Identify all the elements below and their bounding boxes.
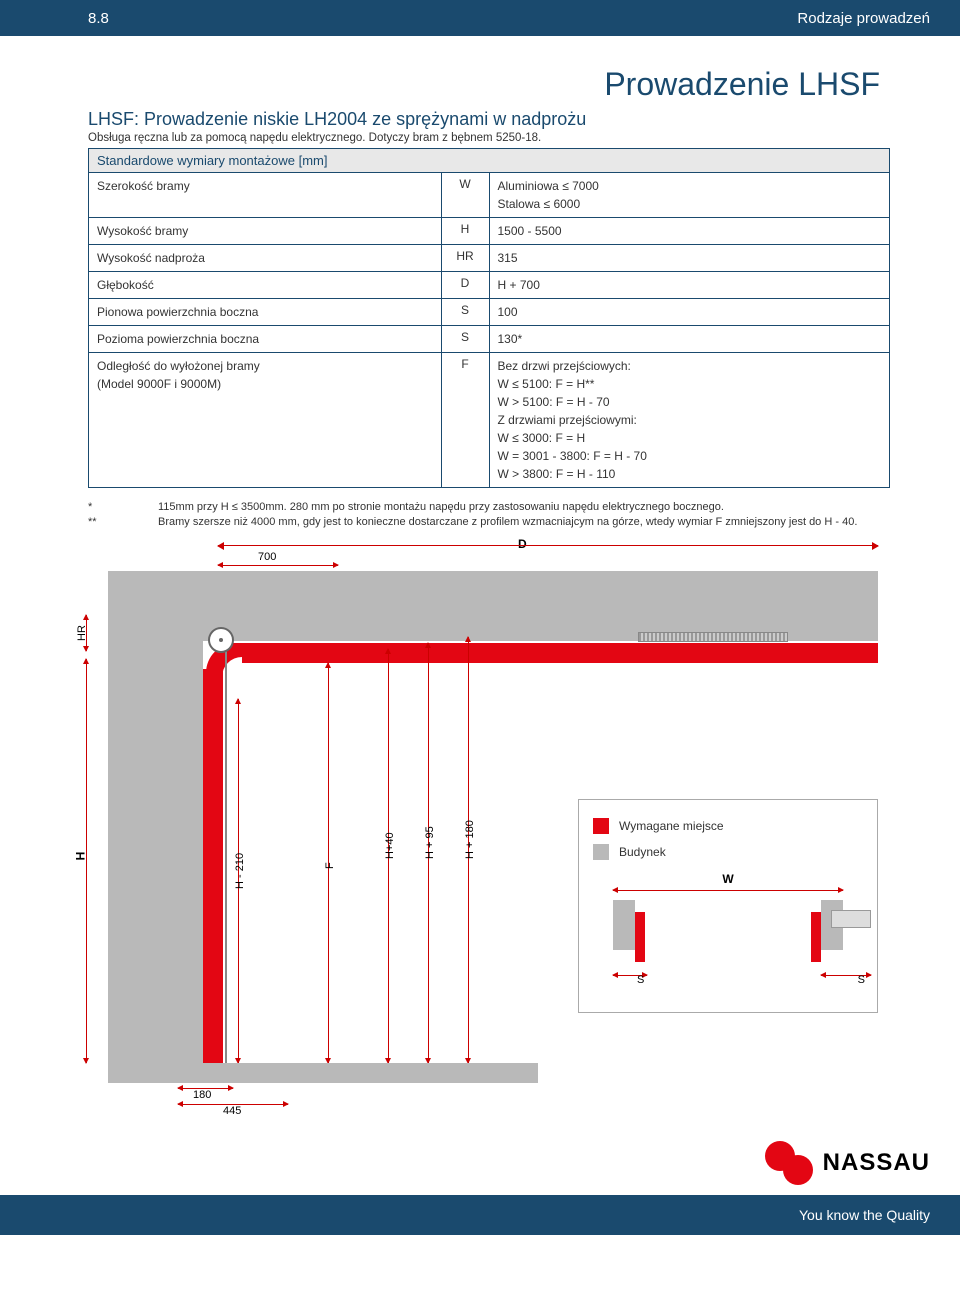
footer-tagline: You know the Quality xyxy=(799,1207,930,1223)
row-symbol: H xyxy=(441,218,489,245)
track-horizontal xyxy=(228,643,878,663)
floor-block xyxy=(108,1063,538,1083)
row-value: 1500 - 5500 xyxy=(489,218,889,245)
row-value: 130* xyxy=(489,326,889,353)
table-row: Wysokość bramyH1500 - 5500 xyxy=(89,218,889,245)
table-row: Pozioma powierzchnia bocznaS130* xyxy=(89,326,889,353)
row-symbol: S xyxy=(441,299,489,326)
technical-diagram: D 700 HR H H - 210 F H+40 H + 95 H + 180… xyxy=(78,539,878,1129)
row-label: Odległość do wyłożonej bramy (Model 9000… xyxy=(89,353,441,488)
dimensions-table: Standardowe wymiary montażowe [mm] Szero… xyxy=(88,148,890,488)
header-bar: 8.8 Rodzaje prowadzeń xyxy=(0,0,960,36)
legend-required-label: Wymagane miejsce xyxy=(619,819,724,833)
dim-f-label: F xyxy=(324,862,336,869)
dim-w-line xyxy=(613,890,843,891)
swatch-red xyxy=(593,818,609,834)
legend-building-label: Budynek xyxy=(619,845,666,859)
row-label: Szerokość bramy xyxy=(89,173,441,218)
legend-required: Wymagane miejsce xyxy=(593,818,863,834)
track-right xyxy=(811,912,821,962)
legend-box: Wymagane miejsce Budynek W S S xyxy=(578,799,878,1013)
footnotes: *115mm przy H ≤ 3500mm. 280 mm po stroni… xyxy=(88,500,890,531)
wall-block xyxy=(108,641,203,1063)
dim-h40-label: H+40 xyxy=(384,832,396,859)
content: Prowadzenie LHSF LHSF: Prowadzenie niski… xyxy=(0,36,960,1129)
track-vertical xyxy=(203,669,223,1063)
row-symbol: F xyxy=(441,353,489,488)
row-label: Pionowa powierzchnia boczna xyxy=(89,299,441,326)
dim-s-right-label: S xyxy=(858,974,865,986)
dim-h210-label: H - 210 xyxy=(234,853,246,889)
footnote-marker: * xyxy=(88,500,158,515)
front-view-diagram: W S S xyxy=(593,872,863,982)
logo-area: NASSAU xyxy=(0,1129,960,1189)
dim-hr-line xyxy=(86,615,87,651)
footnote-row: **Bramy szersze niż 4000 mm, gdy jest to… xyxy=(88,515,890,530)
dim-445-label: 445 xyxy=(223,1105,241,1117)
wall-left xyxy=(613,900,635,950)
table-row: Wysokość nadprożaHR315 xyxy=(89,245,889,272)
row-value: H + 700 xyxy=(489,272,889,299)
drum-icon xyxy=(208,627,234,653)
main-title: Prowadzenie LHSF xyxy=(88,66,880,103)
legend-building: Budynek xyxy=(593,844,863,860)
track-left xyxy=(635,912,645,962)
dim-w-label: W xyxy=(593,872,863,886)
dim-d-label: D xyxy=(518,537,527,551)
door-panel-line xyxy=(225,647,227,1063)
row-label: Głębokość xyxy=(89,272,441,299)
table-row: Odległość do wyłożonej bramy (Model 9000… xyxy=(89,353,889,488)
dim-s-left-label: S xyxy=(637,974,644,986)
dim-180-line xyxy=(178,1088,233,1089)
row-value: 100 xyxy=(489,299,889,326)
footnote-row: *115mm przy H ≤ 3500mm. 280 mm po stroni… xyxy=(88,500,890,515)
row-symbol: S xyxy=(441,326,489,353)
dim-d-line xyxy=(218,545,878,546)
row-label: Wysokość nadproża xyxy=(89,245,441,272)
row-label: Wysokość bramy xyxy=(89,218,441,245)
description: Obsługa ręczna lub za pomocą napędu elek… xyxy=(88,132,890,144)
nassau-logo: NASSAU xyxy=(765,1141,930,1185)
dim-h95-label: H + 95 xyxy=(424,826,436,859)
row-value: Aluminiowa ≤ 7000 Stalowa ≤ 6000 xyxy=(489,173,889,218)
table-header: Standardowe wymiary montażowe [mm] xyxy=(89,149,889,173)
table-row: GłębokośćDH + 700 xyxy=(89,272,889,299)
footnote-marker: ** xyxy=(88,515,158,530)
swatch-grey xyxy=(593,844,609,860)
footnote-text: 115mm przy H ≤ 3500mm. 280 mm po stronie… xyxy=(158,500,885,515)
spring-icon xyxy=(638,632,788,642)
logo-icon xyxy=(765,1141,815,1185)
dim-700-line xyxy=(218,565,338,566)
logo-text: NASSAU xyxy=(823,1149,930,1177)
header-title: Rodzaje prowadzeń xyxy=(797,10,930,27)
dim-700-label: 700 xyxy=(258,551,276,563)
row-symbol: D xyxy=(441,272,489,299)
row-label: Pozioma powierzchnia boczna xyxy=(89,326,441,353)
row-value: Bez drzwi przejściowych: W ≤ 5100: F = H… xyxy=(489,353,889,488)
table-body: Szerokość bramyWAluminiowa ≤ 7000 Stalow… xyxy=(89,173,889,487)
dim-180-label: 180 xyxy=(193,1089,211,1101)
footer-bar: You know the Quality xyxy=(0,1195,960,1235)
row-value: 315 xyxy=(489,245,889,272)
table-row: Szerokość bramyWAluminiowa ≤ 7000 Stalow… xyxy=(89,173,889,218)
footnote-text: Bramy szersze niż 4000 mm, gdy jest to k… xyxy=(158,515,885,530)
row-symbol: HR xyxy=(441,245,489,272)
dim-h-line xyxy=(86,659,87,1063)
row-symbol: W xyxy=(441,173,489,218)
motor-icon xyxy=(831,910,871,928)
dim-h180-label: H + 180 xyxy=(464,820,476,859)
page-number: 8.8 xyxy=(88,10,109,27)
table-row: Pionowa powierzchnia bocznaS100 xyxy=(89,299,889,326)
sub-title: LHSF: Prowadzenie niskie LH2004 ze spręż… xyxy=(88,109,890,130)
dim-445-line xyxy=(178,1104,288,1105)
